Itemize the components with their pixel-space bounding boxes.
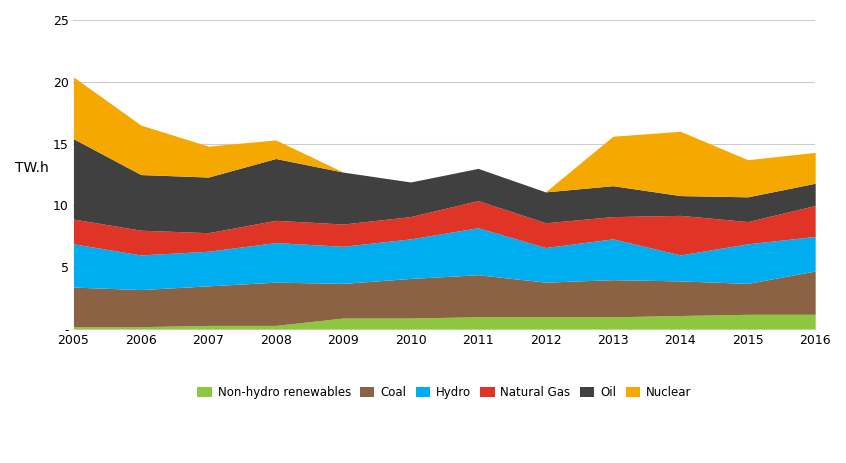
Legend: Non-hydro renewables, Coal, Hydro, Natural Gas, Oil, Nuclear: Non-hydro renewables, Coal, Hydro, Natur… (193, 382, 696, 404)
Y-axis label: TW.h: TW.h (15, 161, 49, 175)
